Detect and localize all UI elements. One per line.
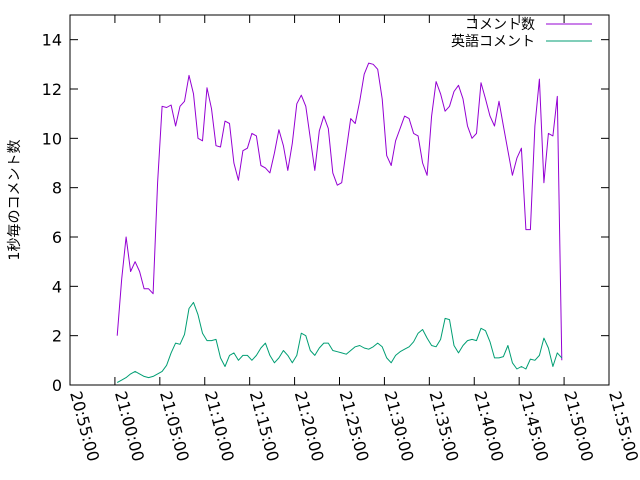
x-tick-label: 21:35:00 xyxy=(425,389,462,463)
legend-label: コメント数 xyxy=(465,17,535,33)
y-tick-label: 14 xyxy=(42,31,62,50)
y-tick-label: 12 xyxy=(42,80,62,99)
x-tick-label: 21:10:00 xyxy=(201,389,238,463)
x-tick-label: 21:25:00 xyxy=(336,389,373,463)
y-tick-label: 6 xyxy=(52,228,62,247)
x-tick-label: 21:00:00 xyxy=(111,389,148,463)
x-tick-label: 21:40:00 xyxy=(470,389,507,463)
y-tick-label: 0 xyxy=(52,376,62,395)
plot-frame xyxy=(69,14,610,386)
y-tick-label: 4 xyxy=(52,277,62,296)
y-tick-label: 2 xyxy=(52,327,62,346)
x-tick-label: 21:05:00 xyxy=(156,389,193,463)
x-tick-label: 21:55:00 xyxy=(605,389,640,463)
x-tick-label: 21:45:00 xyxy=(515,389,552,463)
plot-lines xyxy=(116,62,563,383)
x-tick-label: 21:20:00 xyxy=(291,389,328,463)
y-axis-label: 1秒毎のコメント数 xyxy=(7,140,23,261)
x-tick-label: 21:15:00 xyxy=(246,389,283,463)
series-line-1 xyxy=(116,301,563,383)
legend-label: 英語コメント xyxy=(451,33,535,50)
x-tick-label: 20:55:00 xyxy=(66,389,103,463)
x-tick-label: 21:30:00 xyxy=(381,389,418,463)
axis-ticks: 0 2 4 6 8 10 12 14 20:55:00 21:00:00 21:05:00 21:10… xyxy=(42,15,640,463)
x-tick-label: 21:50:00 xyxy=(560,389,597,463)
y-tick-label: 8 xyxy=(52,179,62,198)
y-tick-label: 10 xyxy=(42,129,62,148)
series-line-0 xyxy=(116,62,563,361)
